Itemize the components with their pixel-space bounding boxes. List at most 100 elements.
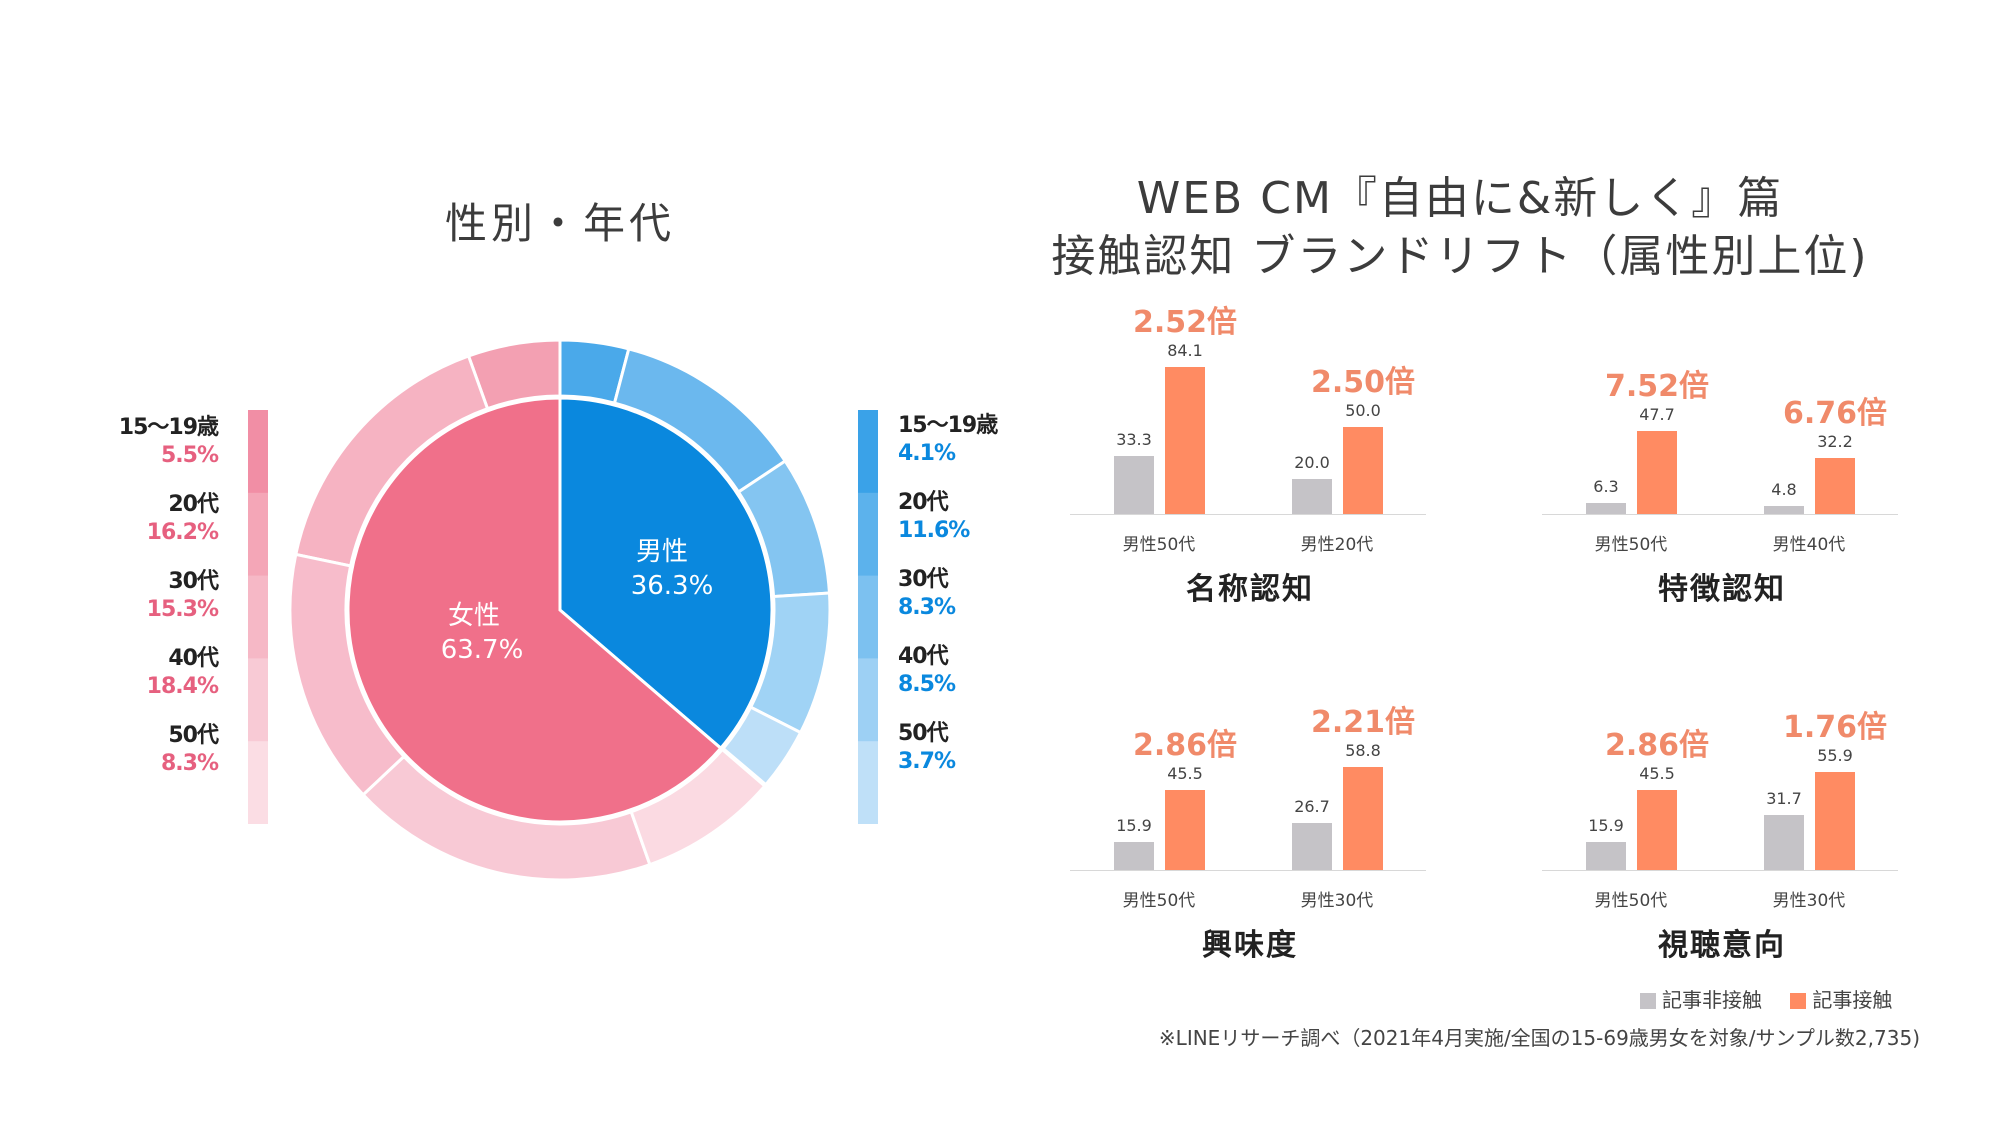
legend-age: 20代 (168, 492, 219, 517)
male-bar-segment-20s (858, 492, 878, 577)
legend-age: 50代 (898, 721, 949, 746)
bar-value-label: 4.8 (1771, 479, 1797, 499)
bar-contact (1165, 366, 1205, 514)
female-pct: 63.7% (441, 635, 524, 665)
category-label: 男性40代 (1772, 535, 1846, 555)
female-legend-50s: 50代 8.3% (160, 722, 219, 778)
male-legend-30s: 30代 8.3% (898, 566, 956, 622)
lift-ratio-label: 6.76倍 (1782, 395, 1888, 431)
x-axis-line (1070, 870, 1426, 871)
bar-contact (1815, 457, 1855, 514)
category-label: 男性50代 (1122, 891, 1196, 911)
bar-no-contact (1764, 814, 1804, 870)
bar-value-label: 45.5 (1167, 764, 1203, 784)
bar-chart-feature-recognition: 6.3 47.7 7.52倍 男性50代 4.8 32.2 6.76倍 男性40代 特徴認知 (1542, 290, 1902, 610)
bar-contact (1343, 767, 1383, 870)
x-axis-line (1070, 514, 1426, 515)
male-age-color-bar (858, 410, 878, 824)
legend-age: 30代 (898, 567, 949, 592)
x-axis-line (1542, 514, 1898, 515)
male-legend-50s: 50代 3.7% (898, 720, 956, 776)
female-bar-segment-40s (248, 658, 268, 742)
bar-value-label: 84.1 (1167, 340, 1203, 360)
bar-section-title-line2: 接触認知 ブランドリフト（属性別上位) (1051, 231, 1869, 282)
outer-ring-female-40s (361, 754, 652, 882)
legend-pct: 8.3% (160, 751, 219, 776)
female-legend-40s: 40代 18.4% (147, 645, 219, 701)
male-label: 男性 (636, 537, 688, 567)
legend-pct: 16.2% (146, 520, 219, 545)
legend-age: 20代 (898, 490, 949, 515)
bar-no-contact (1764, 505, 1804, 514)
bar-contact (1815, 772, 1855, 870)
male-legend-20s: 20代 11.6% (898, 489, 970, 545)
legend-age: 30代 (168, 569, 219, 594)
legend-swatch-orange (1790, 993, 1807, 1009)
bar-no-contact (1114, 455, 1154, 514)
lift-ratio-label: 7.52倍 (1604, 368, 1710, 404)
female-bar-segment-50s (248, 741, 268, 824)
bar-value-label: 20.0 (1294, 453, 1330, 472)
bar-contact (1343, 426, 1383, 514)
bar-value-label: 15.9 (1588, 816, 1624, 836)
legend-pct: 5.5% (160, 443, 219, 468)
outer-ring-female-50s (629, 747, 767, 867)
outer-ring-female-20s (294, 354, 490, 568)
legend-age: 40代 (168, 646, 219, 671)
legend-age: 50代 (168, 723, 219, 748)
bar-chart-name-recognition: 33.3 84.1 2.52倍 男性50代 20.0 50.0 2.50倍 男性20代 名称認知 (1070, 290, 1430, 610)
category-label: 男性30代 (1772, 891, 1846, 911)
legend-pct: 8.5% (898, 672, 956, 697)
male-bar-segment-40s (858, 658, 878, 742)
category-label: 男性50代 (1122, 535, 1196, 555)
bar-chart-interest: 15.9 45.5 2.86倍 男性50代 26.7 58.8 2.21倍 男性30代 興味度 (1070, 646, 1430, 966)
bar-value-label: 50.0 (1345, 400, 1381, 420)
bar-chart-title: 名称認知 (1186, 572, 1314, 607)
category-label: 男性50代 (1594, 891, 1668, 911)
bar-no-contact (1114, 842, 1154, 870)
female-age-color-bar (248, 410, 268, 824)
legend-age: 15〜19歳 (898, 413, 998, 438)
bar-value-label: 33.3 (1116, 429, 1152, 449)
bar-value-label: 32.2 (1817, 431, 1853, 451)
legend-no-contact-label: 記事非接触 (1662, 988, 1762, 1012)
male-pct: 36.3% (631, 571, 714, 601)
lift-ratio-label: 2.86倍 (1132, 728, 1238, 764)
lift-ratio-label: 2.86倍 (1604, 728, 1710, 764)
legend-age: 40代 (898, 644, 949, 669)
legend-pct: 11.6% (898, 518, 970, 543)
legend-contact: 記事接触 (1790, 988, 1892, 1012)
bar-chart-viewing-intent: 15.9 45.5 2.86倍 男性50代 31.7 55.9 1.76倍 男性30代 視聴意向 (1542, 646, 1902, 966)
bar-value-label: 47.7 (1639, 404, 1675, 424)
female-bar-segment-20s (248, 492, 268, 577)
pie-chart-title: 性別・年代 (444, 199, 675, 248)
outer-ring-female-15-19 (466, 338, 562, 411)
bar-value-label: 26.7 (1294, 797, 1330, 817)
legend-no-contact: 記事非接触 (1640, 988, 1762, 1012)
bar-chart-title: 視聴意向 (1658, 928, 1786, 963)
bar-value-label: 45.5 (1639, 764, 1675, 784)
legend-pct: 4.1% (898, 441, 956, 466)
legend-age: 15〜19歳 (118, 415, 219, 440)
gender-age-donut-chart: 男性 36.3% 女性 63.7% (288, 338, 832, 882)
female-bar-segment-15-19 (248, 410, 268, 494)
inner-slice-female (346, 396, 723, 824)
female-legend-30s: 30代 15.3% (146, 568, 219, 624)
x-axis-line (1542, 870, 1898, 871)
bar-value-label: 15.9 (1116, 816, 1152, 836)
lift-ratio-label: 2.50倍 (1310, 364, 1416, 400)
male-legend-40s: 40代 8.5% (898, 643, 956, 699)
male-bar-segment-50s (858, 741, 878, 824)
female-legend-15-19: 15〜19歳 5.5% (118, 414, 219, 470)
female-bar-segment-30s (248, 575, 268, 659)
legend-pct: 15.3% (146, 597, 219, 622)
bar-value-label: 6.3 (1593, 476, 1619, 496)
legend-contact-label: 記事接触 (1812, 988, 1893, 1012)
legend-pct: 3.7% (898, 749, 956, 774)
outer-ring-female-30s (288, 552, 407, 797)
female-legend-20s: 20代 16.2% (146, 491, 219, 547)
inner-slice-male (558, 396, 774, 751)
category-label: 男性20代 (1300, 535, 1374, 555)
bar-chart-title: 興味度 (1202, 928, 1298, 963)
bar-contact (1637, 430, 1677, 514)
